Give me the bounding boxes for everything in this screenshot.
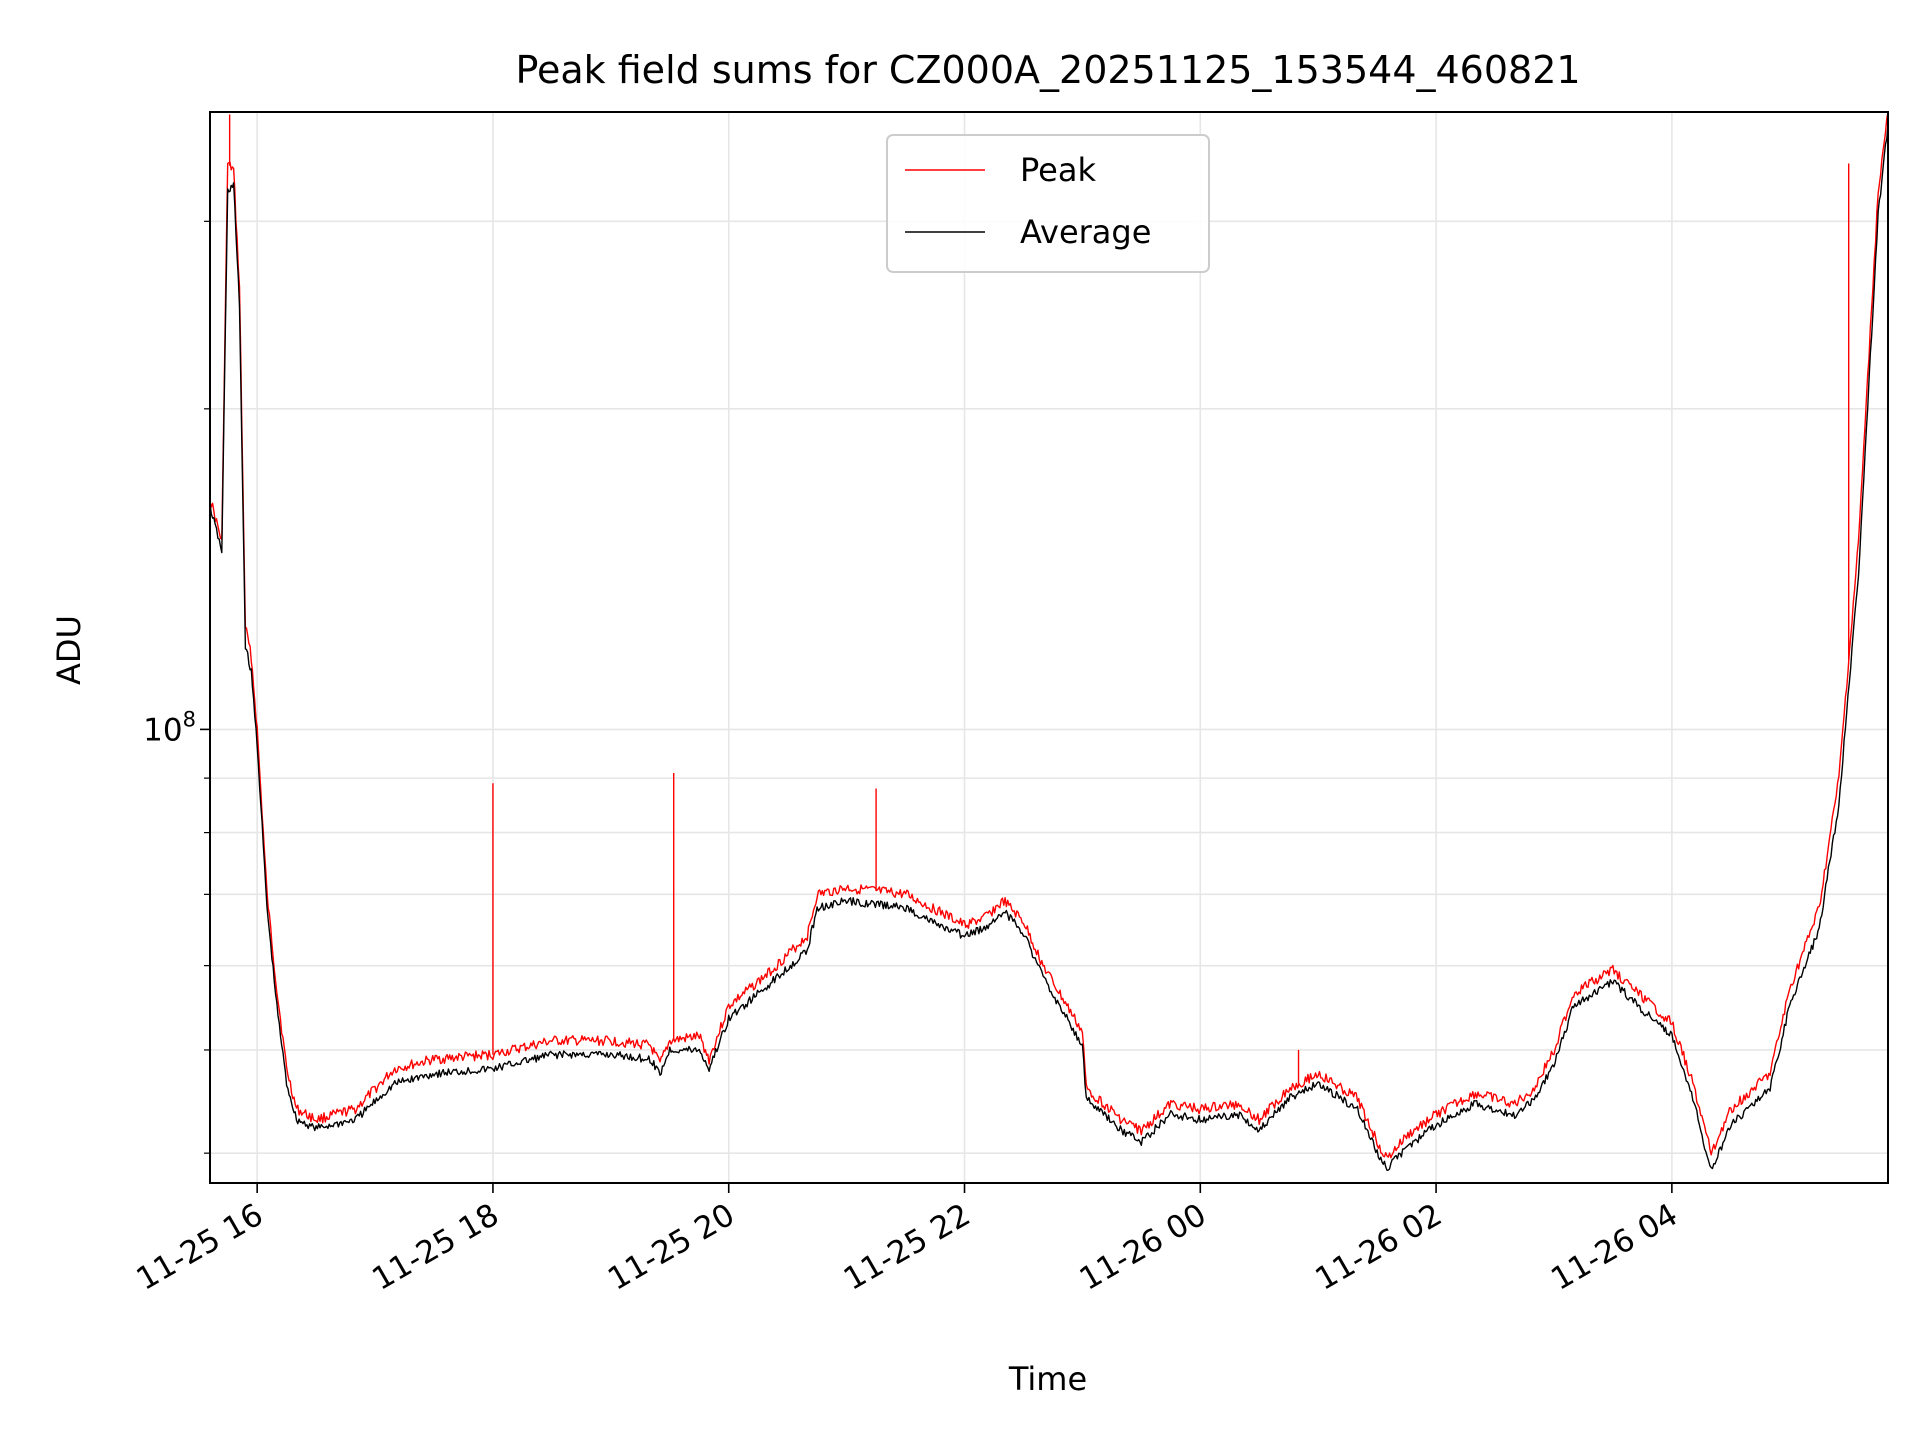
legend: Peak Average xyxy=(886,134,1210,273)
series-line-average xyxy=(210,124,1888,1171)
plot-frame xyxy=(209,111,1889,1184)
legend-label-peak: Peak xyxy=(1020,151,1096,189)
y-axis-label: ADU xyxy=(50,615,88,685)
y-axis: 108 xyxy=(143,220,210,1154)
legend-label-average: Average xyxy=(1020,213,1151,251)
y-tick-label: 108 xyxy=(143,707,196,748)
chart-title: Peak field sums for CZ000A_20251125_1535… xyxy=(515,48,1580,92)
x-axis-label: Time xyxy=(1008,1360,1087,1398)
series-line-peak xyxy=(210,112,1888,1159)
grid xyxy=(210,112,1888,1183)
plot-lines xyxy=(210,112,1888,1171)
